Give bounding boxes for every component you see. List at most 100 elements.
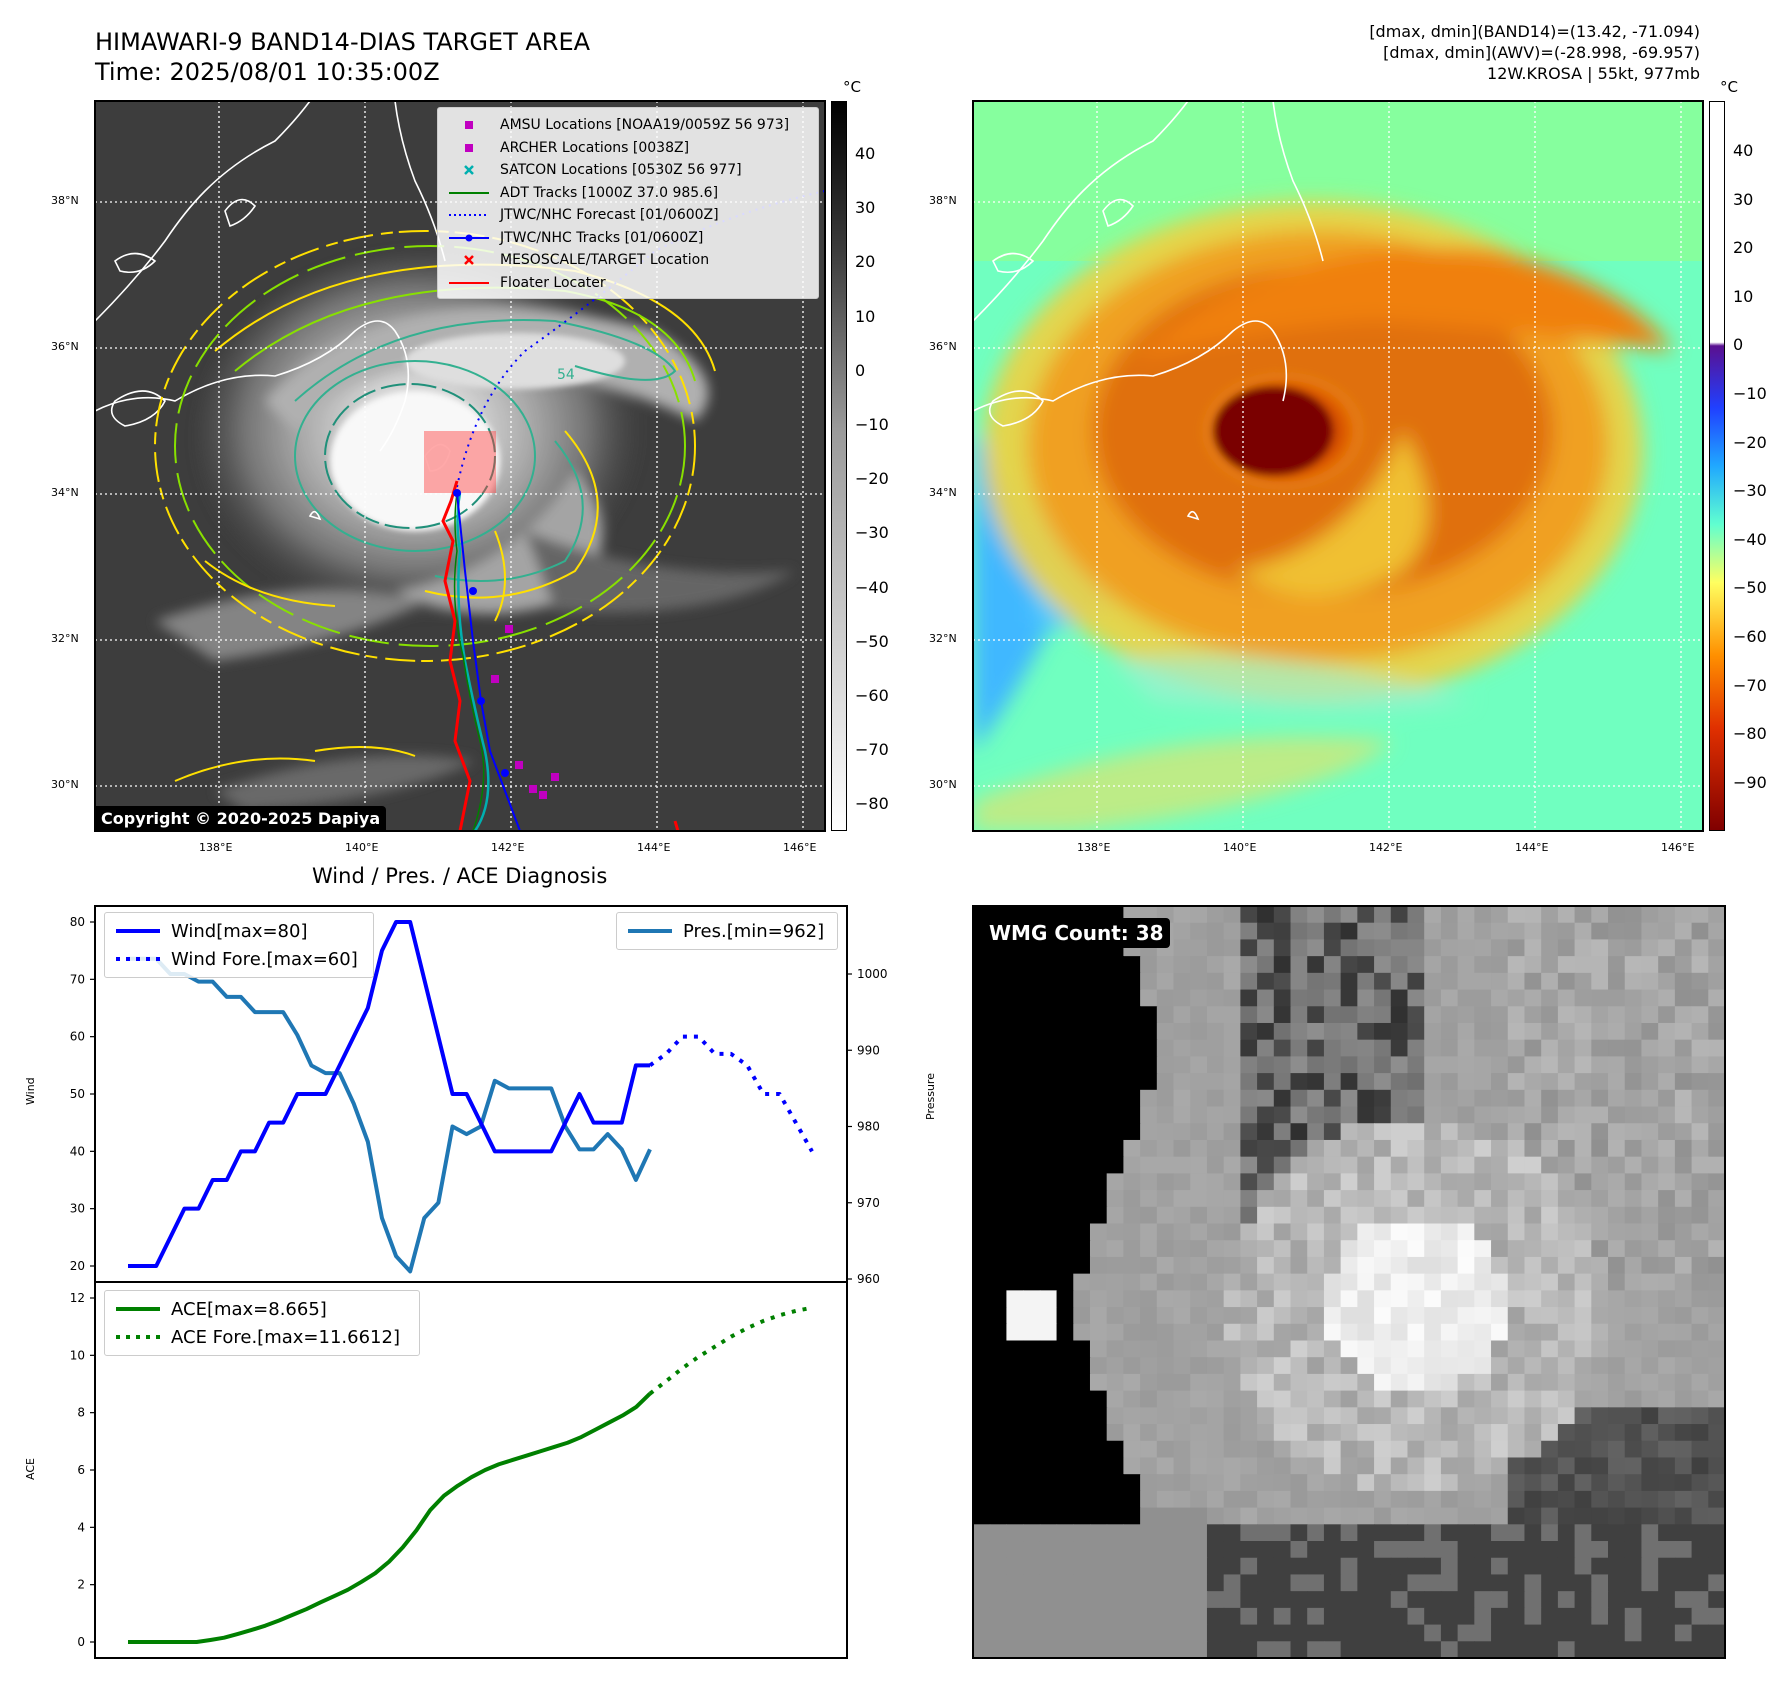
wind-tick-label: 70 [70, 972, 85, 986]
ir-legend-item: MESOSCALE/TARGET Location [446, 249, 810, 272]
contour-label: 54 [557, 367, 575, 383]
satcon-track [456, 492, 490, 831]
wv_map-colorbar-tick: 30 [1733, 189, 1754, 209]
ir_map-colorbar-tick: −70 [855, 740, 889, 760]
wv_map-lon-label: 146°E [1661, 841, 1695, 854]
wv-imagery [973, 101, 1703, 831]
ir_map-colorbar-tick: −50 [855, 631, 889, 651]
wind-legend: Wind[max=80] Wind Fore.[max=60] [104, 912, 374, 978]
wmg-image [973, 906, 1725, 1658]
ir_map-lat-label: 38°N [51, 194, 79, 207]
ir-legend-label: JTWC/NHC Forecast [01/0600Z] [500, 207, 719, 224]
info-awv: [dmax, dmin](AWV)=(-28.998, -69.957) [1383, 43, 1700, 62]
legend-symbol-icon [446, 138, 492, 158]
legend-wind-fore: Wind Fore.[max=60] [171, 948, 358, 970]
diag-title: Wind / Pres. / ACE Diagnosis [312, 864, 608, 888]
ir_map-colorbar-tick: 0 [855, 360, 866, 380]
wv-coastline [973, 101, 1324, 521]
wv_map-colorbar-tick: −30 [1733, 481, 1767, 501]
wind-tick-label: 50 [70, 1087, 85, 1101]
ir-legend-item: ARCHER Locations [0038Z] [446, 137, 810, 160]
fix-markers [491, 625, 559, 799]
wv_map-lat-label: 36°N [929, 340, 957, 353]
legend-wind: Wind[max=80] [171, 920, 308, 942]
legend-symbol-icon [446, 228, 492, 248]
ir-map[interactable]: 54 [95, 101, 825, 831]
wind-tick-label: 20 [70, 1259, 85, 1273]
wind-forecast-line [648, 1034, 814, 1153]
pressure-tick-label: 960 [857, 1272, 880, 1286]
info-band14: [dmax, dmin](BAND14)=(13.42, -71.094) [1369, 22, 1700, 41]
ir-legend-label: Floater Locater [500, 274, 606, 291]
ace-tick-label: 12 [70, 1291, 85, 1305]
chart-time: Time: 2025/08/01 10:35:00Z [95, 58, 440, 86]
ir_map-colorbar-tick: 20 [855, 252, 876, 272]
wv-colorbar-unit: °C [1720, 78, 1738, 96]
ace-axis-label: ACE [24, 1458, 37, 1480]
ir_map-lon-label: 144°E [637, 841, 671, 854]
wv_map-colorbar-tick: −70 [1733, 675, 1767, 695]
info-storm: 12W.KROSA | 55kt, 977mb [1487, 64, 1700, 83]
wmg-panel[interactable]: WMG Count: 38 [973, 906, 1725, 1658]
ir_map-colorbar-tick: 40 [855, 144, 876, 163]
ace-tick-label: 4 [77, 1520, 85, 1534]
ir-legend: AMSU Locations [NOAA19/0059Z 56 973] ARCH… [437, 107, 819, 299]
diagnosis-chart: 20 30 40 50 60 70 80 960 970 980 990 1000 0 2 4 6 8 10 12 [70, 905, 888, 1659]
ace-tick-label: 0 [77, 1635, 85, 1649]
wv_map-colorbar-tick: −20 [1733, 432, 1767, 452]
wv_map-lon-label: 140°E [1223, 841, 1257, 854]
wv_map-lat-label: 30°N [929, 778, 957, 791]
ir-legend-label: AMSU Locations [NOAA19/0059Z 56 973] [500, 117, 790, 134]
floater-track [441, 480, 472, 831]
ace-legend: ACE[max=8.665] ACE Fore.[max=11.6612] [104, 1290, 420, 1356]
ir-colorbar [831, 101, 847, 831]
ace-axes-frame [94, 1281, 848, 1659]
ir_map-lon-label: 146°E [783, 841, 817, 854]
legend-ace-fore: ACE Fore.[max=11.6612] [171, 1326, 400, 1348]
chart-title: HIMAWARI-9 BAND14-DIAS TARGET AREA [95, 28, 591, 56]
ir_map-lat-label: 32°N [51, 632, 79, 645]
ir_map-colorbar-tick: −60 [855, 686, 889, 705]
ir_map-lat-label: 30°N [51, 778, 79, 791]
legend-pressure: Pres.[min=962] [683, 920, 825, 942]
wv_map-colorbar-tick: −90 [1733, 772, 1767, 792]
pressure-tick-label: 980 [857, 1120, 880, 1134]
ir-legend-item: SATCON Locations [0530Z 56 977] [446, 159, 810, 182]
pressure-line [128, 956, 652, 1274]
wind-tick-label: 40 [70, 1144, 85, 1158]
wv-colorbar [1709, 101, 1725, 831]
wv_map-colorbar-tick: −50 [1733, 578, 1767, 598]
ir-legend-item: JTWC/NHC Forecast [01/0600Z] [446, 204, 810, 227]
wv-map[interactable] [973, 101, 1703, 831]
ir-legend-item: ADT Tracks [1000Z 37.0 985.6] [446, 182, 810, 205]
pressure-axis-label: Pressure [924, 1073, 937, 1120]
ace-line [128, 1392, 652, 1644]
ir_map-colorbar-tick: −10 [855, 415, 889, 434]
adt-track [453, 492, 485, 831]
wv-gridlines [973, 101, 1703, 831]
ir-legend-item: AMSU Locations [NOAA19/0059Z 56 973] [446, 114, 810, 137]
wv_map-lat-label: 32°N [929, 632, 957, 645]
wv_map-lon-label: 144°E [1515, 841, 1549, 854]
wmg-count-badge: WMG Count: 38 [983, 918, 1170, 948]
ir-legend-item: JTWC/NHC Tracks [01/0600Z] [446, 227, 810, 250]
wv_map-colorbar-tick: 0 [1733, 335, 1744, 355]
ir_map-colorbar-tick: −30 [855, 523, 889, 543]
target-area-box [424, 431, 496, 493]
wv_map-lon-label: 138°E [1077, 841, 1111, 854]
wind-tick-label: 30 [70, 1202, 85, 1216]
legend-symbol-icon [446, 115, 492, 135]
ir_map-lat-label: 34°N [51, 486, 79, 499]
pressure-tick-label: 970 [857, 1196, 880, 1210]
ir_map-colorbar-tick: 30 [855, 198, 876, 218]
wv_map-colorbar-tick: 40 [1733, 141, 1754, 160]
pressure-tick-label: 990 [857, 1043, 880, 1057]
ir-legend-label: SATCON Locations [0530Z 56 977] [500, 162, 742, 179]
ir-colorbar-unit: °C [843, 78, 861, 96]
ace-tick-label: 8 [77, 1406, 85, 1420]
ir-legend-label: ADT Tracks [1000Z 37.0 985.6] [500, 184, 719, 201]
wv_map-colorbar-tick: −40 [1733, 529, 1767, 549]
ir_map-colorbar-tick: −20 [855, 469, 889, 489]
legend-symbol-icon [446, 160, 492, 180]
wv_map-lat-label: 34°N [929, 486, 957, 499]
